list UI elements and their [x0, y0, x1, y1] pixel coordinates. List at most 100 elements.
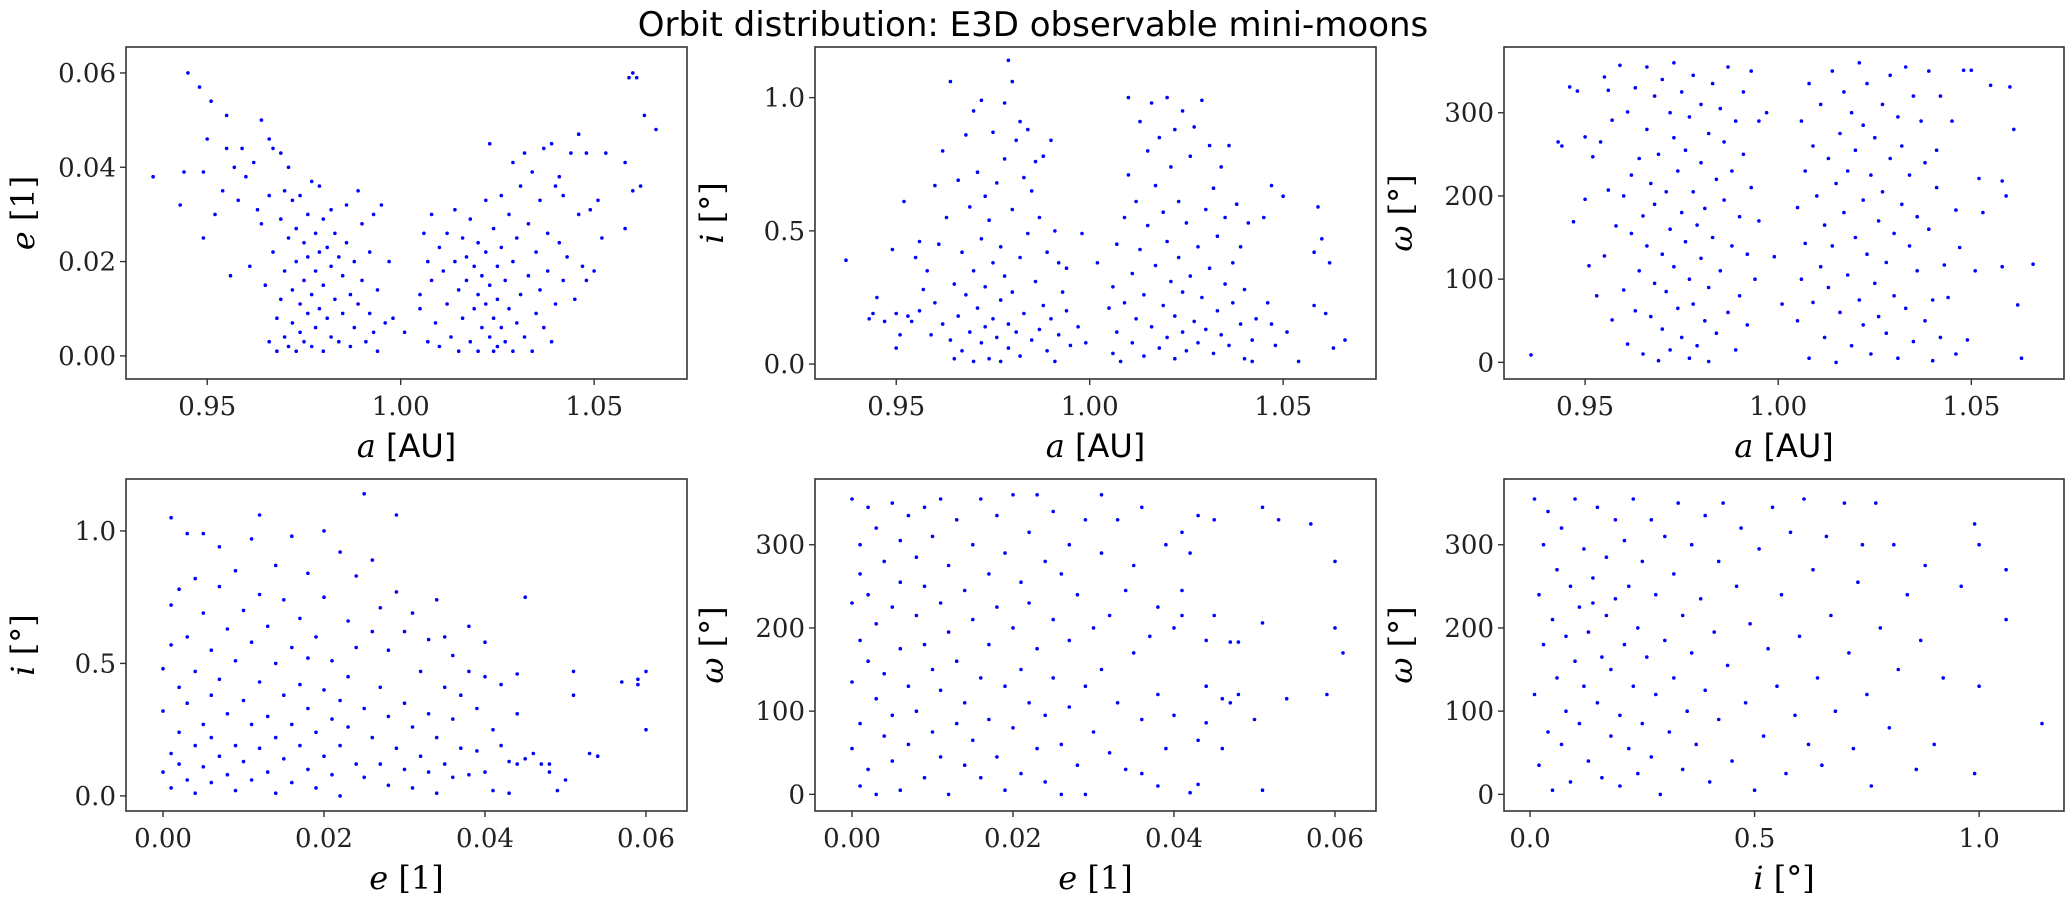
data-point	[565, 255, 569, 259]
data-point	[169, 603, 173, 607]
data-point	[938, 755, 943, 759]
data-point	[1604, 555, 1609, 559]
data-point	[354, 645, 359, 650]
data-point	[418, 306, 422, 311]
data-point	[169, 786, 173, 790]
data-point	[921, 287, 926, 292]
data-point	[998, 359, 1003, 364]
data-point	[225, 712, 230, 716]
data-point	[914, 555, 919, 559]
data-point	[378, 685, 383, 690]
data-point	[1219, 333, 1223, 337]
data-point	[1748, 622, 1752, 626]
data-point	[1818, 102, 1823, 107]
data-point	[1122, 215, 1127, 220]
data-point	[337, 339, 341, 344]
data-point	[1853, 235, 1858, 240]
data-point	[922, 505, 927, 510]
data-point	[386, 648, 391, 652]
data-point	[275, 349, 279, 354]
data-point	[874, 622, 878, 626]
data-point	[1880, 102, 1885, 107]
data-point	[1341, 651, 1345, 655]
data-point	[306, 706, 310, 711]
y-tick-label: 300	[1444, 531, 1494, 561]
data-point	[987, 356, 991, 361]
data-point	[882, 559, 886, 564]
data-point	[273, 661, 278, 666]
data-point	[1663, 638, 1667, 643]
data-point	[309, 179, 314, 184]
data-point	[233, 743, 238, 748]
data-point	[282, 693, 286, 697]
data-point	[1699, 102, 1703, 107]
axes-frame	[1503, 46, 2065, 380]
data-point	[1571, 219, 1576, 224]
data-point	[228, 273, 233, 278]
scatter-points	[161, 492, 648, 798]
data-point	[503, 339, 508, 344]
data-point	[378, 606, 383, 610]
data-point	[898, 788, 903, 792]
data-point	[1595, 505, 1600, 510]
data-point	[1977, 684, 1981, 688]
data-point	[1972, 771, 1977, 776]
data-point	[1053, 229, 1057, 233]
data-point	[948, 338, 953, 342]
data-point	[1600, 775, 1604, 780]
data-point	[322, 529, 326, 533]
data-point	[410, 786, 415, 790]
data-point	[875, 295, 879, 300]
data-point	[954, 721, 959, 726]
data-point	[1056, 333, 1061, 337]
data-point	[1714, 331, 1719, 336]
data-point	[1115, 242, 1119, 246]
data-point	[1260, 788, 1265, 792]
data-point	[1959, 584, 1963, 589]
data-point	[944, 215, 949, 220]
data-point	[1745, 252, 1750, 256]
data-point	[483, 674, 487, 679]
data-point	[1333, 626, 1337, 630]
x-axis-label: a [AU]	[357, 427, 457, 465]
data-point	[2004, 617, 2008, 622]
data-point	[1873, 281, 1877, 286]
data-point	[1555, 676, 1559, 680]
data-point	[906, 513, 911, 518]
data-point	[1842, 90, 1846, 94]
data-point	[1577, 605, 1582, 609]
data-point	[434, 735, 439, 740]
data-point	[882, 734, 886, 738]
data-point	[422, 231, 426, 236]
data-point	[1972, 522, 1977, 526]
data-point	[1204, 207, 1208, 212]
data-point	[370, 735, 375, 740]
data-point	[434, 598, 439, 602]
data-point	[1064, 309, 1069, 313]
data-point	[1312, 303, 1316, 308]
data-point	[1188, 790, 1192, 795]
data-point	[322, 595, 326, 599]
data-point	[232, 165, 237, 170]
data-point	[1546, 730, 1550, 734]
data-point	[1223, 282, 1227, 286]
x-tick-label: 0.04	[1145, 824, 1203, 854]
data-point	[271, 250, 275, 254]
data-point	[338, 794, 342, 798]
data-point	[1698, 597, 1703, 601]
data-point	[499, 245, 504, 250]
data-point	[1680, 613, 1685, 618]
data-point	[472, 264, 477, 269]
data-point	[1018, 354, 1022, 358]
data-point	[1795, 319, 1800, 323]
data-point	[971, 269, 976, 273]
data-point	[1250, 359, 1254, 364]
data-point	[642, 113, 647, 118]
data-point	[1730, 759, 1734, 763]
data-point	[298, 682, 302, 687]
data-point	[975, 170, 980, 174]
data-point	[1658, 792, 1663, 797]
data-point	[1045, 250, 1049, 254]
data-point	[1546, 509, 1550, 514]
data-point	[475, 749, 479, 753]
